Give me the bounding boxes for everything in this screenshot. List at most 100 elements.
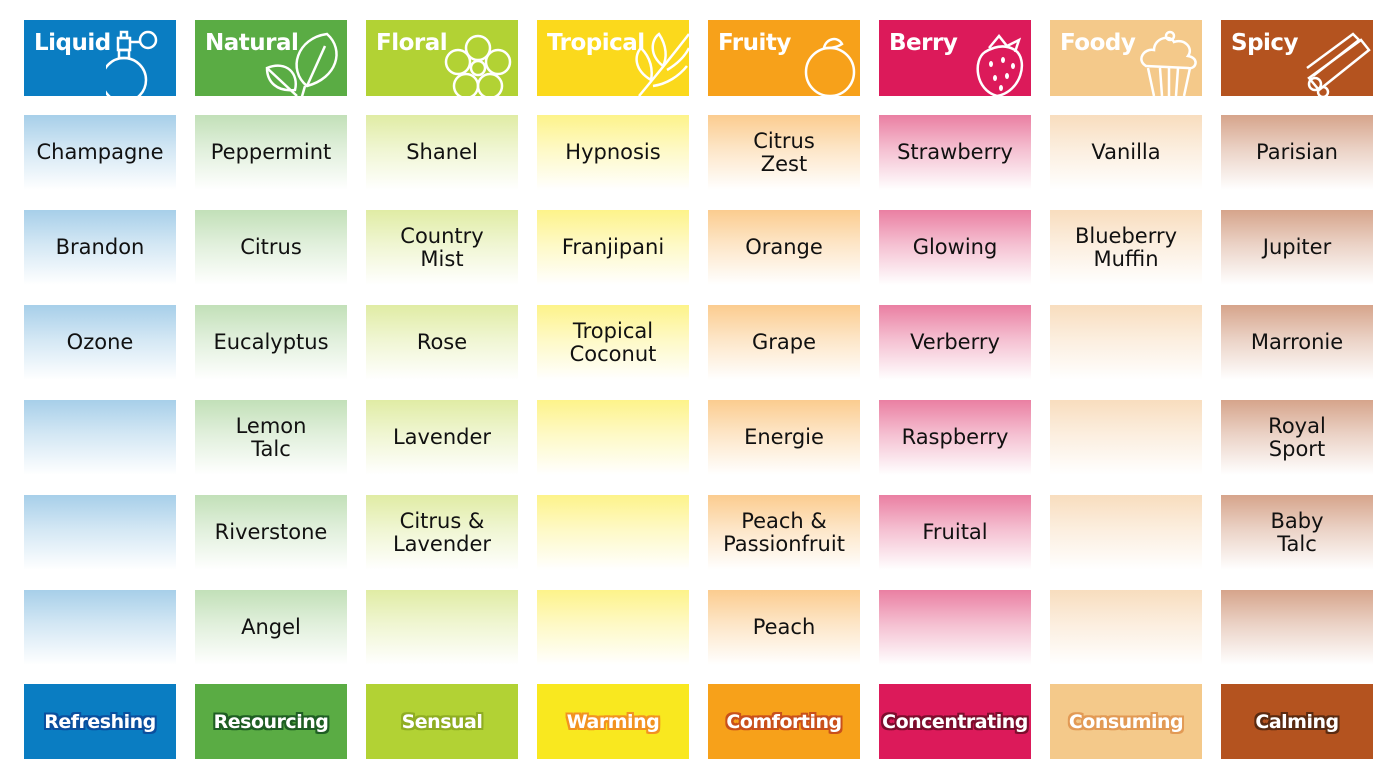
fragrance-cell: Eucalyptus: [195, 305, 347, 380]
fragrance-cell: [537, 400, 689, 475]
fragrance-name: Tropical Coconut: [569, 318, 657, 366]
category-title: Floral: [376, 30, 448, 56]
mood-footer: Calming: [1221, 684, 1373, 759]
mood-label: Concentrating: [882, 710, 1028, 733]
fragrance-name: Eucalyptus: [213, 330, 329, 354]
category-title: Fruity: [718, 30, 791, 56]
fragrance-name: Shanel: [406, 140, 478, 164]
fragrance-name: Fruital: [922, 520, 988, 544]
fragrance-name: Rose: [416, 330, 468, 354]
fragrance-cell: Marronie: [1221, 305, 1373, 380]
fragrance-cell: [879, 590, 1031, 665]
category-header: Spicy: [1221, 20, 1373, 96]
fragrance-name: Peach: [752, 615, 816, 639]
category-header: Fruity: [708, 20, 860, 96]
fragrance-name: Vanilla: [1091, 140, 1161, 164]
fragrance-name: Citrus: [240, 235, 302, 259]
mood-label: Comforting: [726, 710, 842, 733]
fragrance-cell: Citrus Zest: [708, 115, 860, 190]
fragrance-cell: Ozone: [24, 305, 176, 380]
fragrance-name: Marronie: [1250, 330, 1344, 354]
fragrance-cell: [1050, 495, 1202, 570]
fragrance-name: Lavender: [392, 425, 492, 449]
fragrance-cell: Peach: [708, 590, 860, 665]
mood-label: Sensual: [401, 710, 483, 733]
fragrance-name: Peach & Passionfruit: [723, 508, 845, 556]
fragrance-cell: Franjipani: [537, 210, 689, 285]
fragrance-name: Champagne: [36, 140, 164, 164]
fragrance-cell: [24, 590, 176, 665]
fragrance-name: Peppermint: [210, 140, 332, 164]
category-header: Tropical: [537, 20, 689, 96]
fragrance-name: Jupiter: [1262, 235, 1332, 259]
fragrance-cell: Champagne: [24, 115, 176, 190]
fragrance-name: Country Mist: [400, 223, 484, 271]
fragrance-cell: [1050, 305, 1202, 380]
fragrance-cell: Baby Talc: [1221, 495, 1373, 570]
fragrance-cell: Tropical Coconut: [537, 305, 689, 380]
mood-footer: Warming: [537, 684, 689, 759]
category-header: Foody: [1050, 20, 1202, 96]
fragrance-name: Verberry: [910, 330, 1000, 354]
category-header: Natural: [195, 20, 347, 96]
fragrance-name: Baby Talc: [1270, 508, 1324, 556]
fragrance-cell: Royal Sport: [1221, 400, 1373, 475]
fragrance-cell: Citrus: [195, 210, 347, 285]
fragrance-cell: Hypnosis: [537, 115, 689, 190]
fragrance-cell: Fruital: [879, 495, 1031, 570]
fragrance-name: Energie: [744, 425, 824, 449]
mood-label: Warming: [566, 710, 660, 733]
fragrance-name: Ozone: [66, 330, 134, 354]
fragrance-name: Grape: [751, 330, 817, 354]
fragrance-cell: Grape: [708, 305, 860, 380]
fragrance-cell: Energie: [708, 400, 860, 475]
mood-footer: Consuming: [1050, 684, 1202, 759]
fragrance-name: Citrus & Lavender: [392, 508, 492, 556]
fragrance-name: Hypnosis: [565, 140, 661, 164]
fragrance-cell: Blueberry Muffin: [1050, 210, 1202, 285]
fragrance-cell: Raspberry: [879, 400, 1031, 475]
mood-footer: Concentrating: [879, 684, 1031, 759]
fragrance-name: Parisian: [1255, 140, 1338, 164]
fragrance-cell: Strawberry: [879, 115, 1031, 190]
fragrance-cell: [1221, 590, 1373, 665]
fragrance-cell: [1050, 400, 1202, 475]
fragrance-cell: [537, 590, 689, 665]
fragrance-name: Riverstone: [214, 520, 328, 544]
fragrance-name: Brandon: [55, 235, 145, 259]
fragrance-cell: [366, 590, 518, 665]
fragrance-cell: Orange: [708, 210, 860, 285]
fragrance-cell: Jupiter: [1221, 210, 1373, 285]
mood-footer: Sensual: [366, 684, 518, 759]
category-header: Floral: [366, 20, 518, 96]
fragrance-name: Raspberry: [901, 425, 1009, 449]
fragrance-name: Franjipani: [561, 235, 665, 259]
fragrance-cell: Angel: [195, 590, 347, 665]
mood-label: Calming: [1255, 710, 1339, 733]
fragrance-name: Strawberry: [897, 140, 1013, 164]
fragrance-cell: Country Mist: [366, 210, 518, 285]
fragrance-cell: Lemon Talc: [195, 400, 347, 475]
fragrance-cell: Vanilla: [1050, 115, 1202, 190]
fragrance-cell: [24, 400, 176, 475]
fragrance-name: Blueberry Muffin: [1074, 223, 1178, 271]
mood-footer: Refreshing: [24, 684, 176, 759]
fragrance-name: Citrus Zest: [753, 128, 815, 176]
fragrance-cell: Citrus & Lavender: [366, 495, 518, 570]
fragrance-cell: Glowing: [879, 210, 1031, 285]
mood-label: Resourcing: [213, 710, 329, 733]
fragrance-cell: Riverstone: [195, 495, 347, 570]
category-header: Berry: [879, 20, 1031, 96]
mood-label: Refreshing: [44, 710, 156, 733]
mood-footer: Comforting: [708, 684, 860, 759]
fragrance-cell: [24, 495, 176, 570]
fragrance-cell: [537, 495, 689, 570]
category-title: Natural: [205, 30, 299, 56]
fragrance-name: Royal Sport: [1268, 413, 1326, 461]
fragrance-cell: Lavender: [366, 400, 518, 475]
category-title: Berry: [889, 30, 958, 56]
fragrance-cell: Shanel: [366, 115, 518, 190]
category-title: Foody: [1060, 30, 1136, 56]
category-title: Spicy: [1231, 30, 1299, 56]
fragrance-name: Angel: [241, 615, 301, 639]
